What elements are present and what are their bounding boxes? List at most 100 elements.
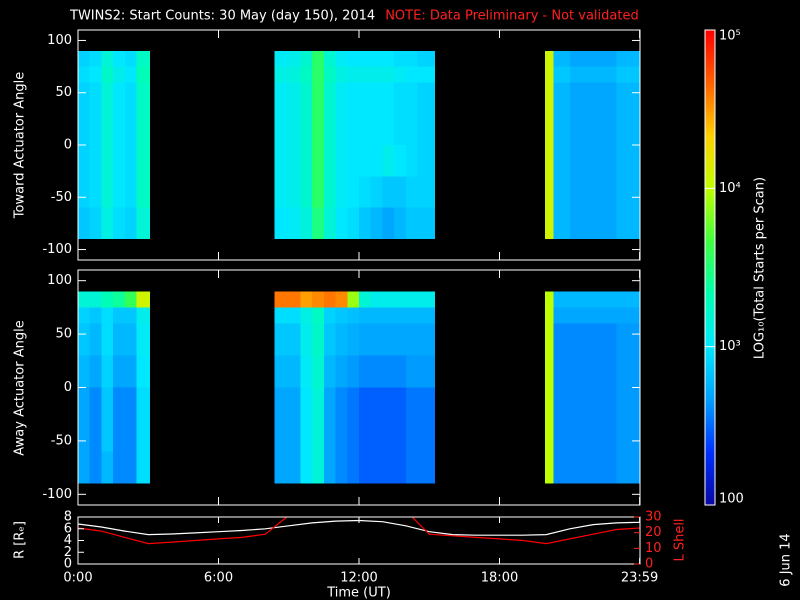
heatmap-cell: [113, 291, 125, 308]
heatmap-cell: [347, 176, 359, 208]
heatmap-cell: [124, 451, 137, 484]
heatmap-cell: [382, 207, 395, 240]
heatmap-cell: [124, 387, 137, 420]
heatmap-cell: [545, 113, 554, 145]
heatmap-cell: [359, 145, 371, 177]
heatmap-cell: [616, 323, 640, 356]
heatmap-cell: [124, 355, 137, 388]
heatmap-cell: [405, 307, 418, 324]
heatmap-cell: [382, 387, 395, 420]
heatmap-cell: [394, 451, 406, 484]
heatmap-cell: [417, 451, 436, 484]
heatmap-cell: [417, 307, 436, 324]
heatmap-cell: [101, 451, 114, 484]
heatmap-cell: [101, 291, 114, 308]
heatmap-cell: [347, 207, 359, 240]
heatmap-cell: [359, 82, 371, 114]
heatmap-cell: [288, 355, 301, 388]
heatmap-cell: [113, 451, 125, 484]
heatmap-cell: [124, 291, 137, 308]
heatmap-cell: [274, 145, 289, 177]
heatmap-cell: [274, 82, 289, 114]
heatmap-cell: [417, 50, 436, 67]
heatmap-cell: [113, 323, 125, 356]
heatmap-cell: [545, 323, 554, 356]
heatmap-cell: [569, 145, 594, 177]
heatmap-cell: [593, 207, 617, 240]
heatmap-cell: [89, 82, 102, 114]
y-tick-label: 100: [47, 33, 72, 48]
heatmap-cell: [553, 113, 570, 145]
heatmap-cell: [136, 419, 151, 452]
y-tick-label: 100: [47, 273, 72, 288]
heatmap-cell: [593, 145, 617, 177]
heatmap-cell: [312, 207, 324, 240]
heatmap-cell: [394, 355, 406, 388]
heatmap-cell: [382, 113, 395, 145]
heatmap-cell: [593, 82, 617, 114]
y2-axis-label: L Shell: [673, 518, 688, 561]
heatmap-cell: [312, 307, 324, 324]
y-tick-label: 8: [64, 510, 72, 525]
heatmap-cell: [335, 307, 348, 324]
heatmap-cell: [274, 113, 289, 145]
heatmap-cell: [405, 207, 418, 240]
y-tick-label: -100: [42, 242, 72, 257]
heatmap-cell: [335, 451, 348, 484]
heatmap-cell: [323, 291, 336, 308]
heatmap-cell: [545, 82, 554, 114]
heatmap-cell: [370, 307, 383, 324]
heatmap-cell: [347, 307, 359, 324]
heatmap-cell: [288, 176, 301, 208]
heatmap-cell: [553, 145, 570, 177]
heatmap-cell: [78, 145, 90, 177]
heatmap-cell: [335, 66, 348, 83]
heatmap-cell: [274, 207, 289, 240]
heatmap-cell: [89, 451, 102, 484]
heatmap-cell: [370, 207, 383, 240]
heatmap-cell: [136, 355, 151, 388]
heatmap-cell: [394, 176, 406, 208]
heatmap-cell: [545, 207, 554, 240]
heatmap-cell: [405, 176, 418, 208]
heatmap-cell: [382, 145, 395, 177]
heatmap-cell: [300, 355, 313, 388]
heatmap-cell: [89, 66, 102, 83]
heatmap-cell: [370, 145, 383, 177]
heatmap-cell: [288, 323, 301, 356]
y-tick-label: 0: [64, 557, 72, 572]
heatmap-cell: [288, 387, 301, 420]
heatmap-cell: [312, 291, 324, 308]
heatmap-cell: [593, 307, 617, 324]
heatmap-cell: [616, 113, 640, 145]
y2-tick-label: 0: [645, 557, 653, 572]
heatmap-cell: [359, 323, 371, 356]
heatmap-cell: [78, 82, 90, 114]
heatmap-cell: [347, 145, 359, 177]
y-tick-label: 6: [64, 521, 72, 536]
heatmap-cell: [553, 291, 570, 308]
heatmap-cell: [417, 323, 436, 356]
heatmap-cell: [545, 387, 554, 420]
heatmap-cell: [394, 113, 406, 145]
heatmap-cell: [370, 176, 383, 208]
heatmap-cell: [124, 82, 137, 114]
y-tick-label: -50: [51, 190, 72, 205]
heatmap-cell: [113, 66, 125, 83]
heatmap-cell: [569, 82, 594, 114]
heatmap-cell: [288, 82, 301, 114]
heatmap-cell: [405, 355, 418, 388]
heatmap-cell: [405, 419, 418, 452]
note: NOTE: Data Preliminary - Not validated: [385, 9, 639, 24]
heatmap-cell: [569, 307, 594, 324]
heatmap-cell: [323, 355, 336, 388]
heatmap-cell: [101, 82, 114, 114]
heatmap-cell: [323, 451, 336, 484]
heatmap-cell: [405, 291, 418, 308]
heatmap-cell: [136, 307, 151, 324]
heatmap-cell: [124, 66, 137, 83]
heatmap-cell: [553, 419, 570, 452]
heatmap-cell: [288, 50, 301, 67]
heatmap-cell: [300, 82, 313, 114]
heatmap-cell: [335, 176, 348, 208]
